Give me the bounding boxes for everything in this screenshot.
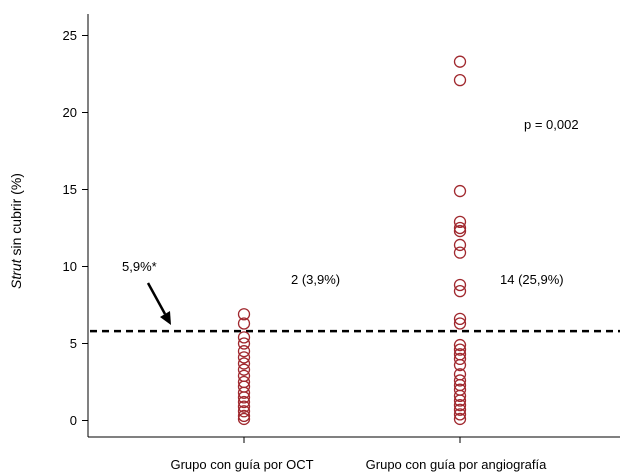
data-point: [237, 395, 251, 409]
data-point: [453, 368, 467, 381]
y-tick-label: 25: [63, 28, 77, 43]
data-point: [453, 383, 467, 396]
group-1-annotation: 2 (3,9%): [291, 272, 340, 287]
data-point: [453, 278, 467, 292]
data-point: [453, 403, 467, 416]
data-point: [237, 369, 251, 382]
data-point: [453, 317, 467, 330]
data-point: [453, 343, 467, 356]
y-axis-label: Strut sin cubrir (%): [8, 173, 24, 289]
data-point: [453, 284, 467, 298]
data-point: [237, 412, 251, 426]
data-point: [453, 374, 467, 387]
data-point: [237, 409, 251, 423]
y-tick-label: 5: [70, 336, 77, 351]
y-tick-label: 10: [63, 259, 77, 274]
reference-arrow: [146, 282, 171, 325]
data-point: [237, 345, 251, 358]
x-category-label: Grupo con guía por angiografía: [366, 457, 547, 472]
group-2-annotation: 14 (25,9%): [500, 272, 564, 287]
data-point: [453, 215, 467, 228]
data-point: [237, 337, 251, 350]
data-point: [453, 224, 467, 238]
data-point: [453, 412, 467, 426]
y-ticks: 0 5 10 15 20 25: [63, 28, 88, 428]
data-point: [237, 317, 251, 330]
y-tick-label: 15: [63, 182, 77, 197]
data-point: [237, 357, 251, 370]
data-point: [237, 405, 251, 418]
data-point: [237, 351, 251, 364]
data-points: [237, 55, 467, 426]
data-point: [237, 375, 251, 389]
data-point: [453, 338, 467, 352]
data-point: [453, 246, 467, 259]
data-point: [453, 398, 467, 412]
data-point: [453, 238, 467, 252]
x-category-label: Grupo con guía por OCT: [170, 457, 313, 472]
data-point: [237, 331, 251, 344]
data-point: [453, 408, 467, 421]
p-value-label: p = 0,002: [524, 117, 579, 132]
data-point: [237, 363, 251, 376]
data-point: [453, 352, 467, 366]
data-point: [237, 400, 251, 413]
x-ticks: Grupo con guía por OCT Grupo con guía por…: [170, 437, 547, 472]
y-tick-label: 0: [70, 413, 77, 428]
data-point: [453, 55, 467, 68]
y-tick-label: 20: [63, 105, 77, 120]
reference-label: 5,9%*: [122, 259, 157, 274]
data-point: [453, 184, 467, 198]
data-point: [453, 348, 467, 361]
data-point: [453, 312, 467, 326]
data-point: [237, 308, 251, 321]
data-point: [453, 74, 467, 87]
data-point: [453, 221, 467, 235]
